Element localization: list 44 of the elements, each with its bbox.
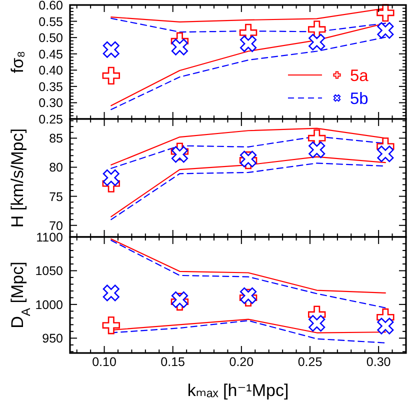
point (377, 318, 394, 334)
x-tick-label: 0.10 (92, 355, 116, 369)
x-tick-label: 0.20 (229, 355, 254, 369)
y-tick-label: 0.35 (38, 80, 64, 94)
x-axis-title: kₘₐₓ [h⁻¹Mpc] (187, 381, 289, 400)
y-tick-label: 0.45 (38, 47, 64, 62)
legend-label: 5b (350, 90, 368, 108)
point (102, 284, 120, 302)
y-tick-label: 950 (42, 332, 64, 346)
point (308, 20, 326, 38)
y-tick-label: 0.50 (38, 31, 64, 46)
line-series (110, 238, 386, 294)
point (102, 66, 120, 85)
y-tick-label: 0.30 (38, 96, 64, 110)
point (171, 38, 188, 56)
point (102, 41, 120, 58)
y-tick-label: 0.60 (38, 0, 64, 12)
x-tick-label: 0.15 (160, 355, 186, 369)
y-axis-title: fσ₈ (8, 50, 27, 74)
point (377, 146, 394, 162)
y-tick-label: 1100 (36, 230, 64, 244)
point (376, 4, 394, 22)
x-tick-label: 0.25 (298, 355, 322, 369)
y-tick-label: 85 (49, 132, 64, 146)
point (377, 22, 394, 39)
point (102, 169, 120, 186)
legend-label: 5a (350, 67, 370, 85)
point (102, 316, 120, 334)
y-tick-label: 0.40 (38, 64, 64, 78)
point (171, 146, 188, 163)
point (308, 315, 326, 332)
y-tick-label: 0.25 (38, 112, 64, 126)
y-tick-label: 75 (49, 190, 64, 204)
y-tick-label: 1000 (35, 298, 64, 312)
x-tick-label: 0.30 (366, 355, 391, 369)
y-tick-label: 1050 (35, 264, 64, 278)
y-tick-label: 0.55 (38, 14, 64, 29)
y-tick-label: 80 (49, 160, 64, 175)
point (240, 35, 257, 52)
point (308, 34, 326, 50)
y-tick-label: 70 (49, 218, 64, 233)
y-axis-title: H [km/s/Mpc] (8, 128, 27, 228)
point (240, 287, 257, 304)
point (308, 142, 326, 158)
